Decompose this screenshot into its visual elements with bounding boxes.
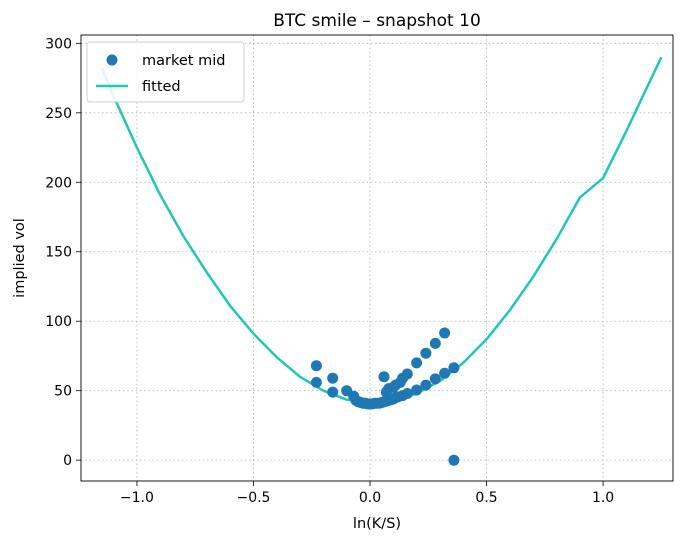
y-tick-label: 300: [45, 36, 72, 52]
legend-market-mid-label: market mid: [142, 53, 225, 69]
legend-market-mid-marker: [106, 54, 118, 66]
grid: [81, 35, 673, 481]
x-tick-label: −0.5: [236, 490, 270, 506]
y-tick-label: 0: [63, 453, 72, 469]
market-mid-point: [310, 360, 322, 372]
axis-ticks: −1.0 −0.5 0.0 0.5 1.0 0 50 100 150 200 250 300: [45, 36, 614, 506]
market-mid-point: [310, 376, 322, 388]
chart-title: BTC smile – snapshot 10: [273, 11, 481, 31]
legend-fitted-label: fitted: [142, 79, 181, 95]
market-mid-point: [401, 388, 413, 399]
market-mid-point: [420, 347, 432, 359]
plot-frame: [80, 34, 674, 482]
y-tick-label: 250: [45, 106, 72, 122]
market-mid-point: [439, 367, 451, 379]
y-tick-label: 200: [45, 175, 72, 191]
x-tick-label: −1.0: [120, 490, 154, 506]
market-mid-point: [411, 357, 423, 369]
y-tick-label: 50: [54, 384, 72, 400]
x-tick-label: 0.0: [359, 490, 381, 506]
x-tick-label: 0.5: [475, 490, 497, 506]
y-axis-label: implied vol: [12, 218, 28, 298]
market-mid-point: [378, 371, 390, 383]
y-tick-label: 150: [45, 245, 72, 261]
market-mid-point: [429, 373, 441, 385]
market-mid-point: [420, 379, 432, 391]
market-mid-point: [411, 384, 423, 396]
x-axis-label: ln(K/S): [353, 516, 401, 532]
market-mid-series: [310, 327, 460, 466]
x-tick-label: 1.0: [592, 490, 614, 506]
market-mid-point: [429, 337, 441, 349]
market-mid-point: [327, 372, 339, 384]
market-mid-point: [448, 362, 460, 374]
y-tick-label: 100: [45, 314, 72, 330]
market-mid-point: [448, 454, 460, 466]
market-mid-point: [327, 386, 339, 398]
market-mid-point: [439, 327, 451, 339]
legend: market mid fitted: [86, 41, 245, 103]
market-mid-point: [401, 368, 413, 380]
